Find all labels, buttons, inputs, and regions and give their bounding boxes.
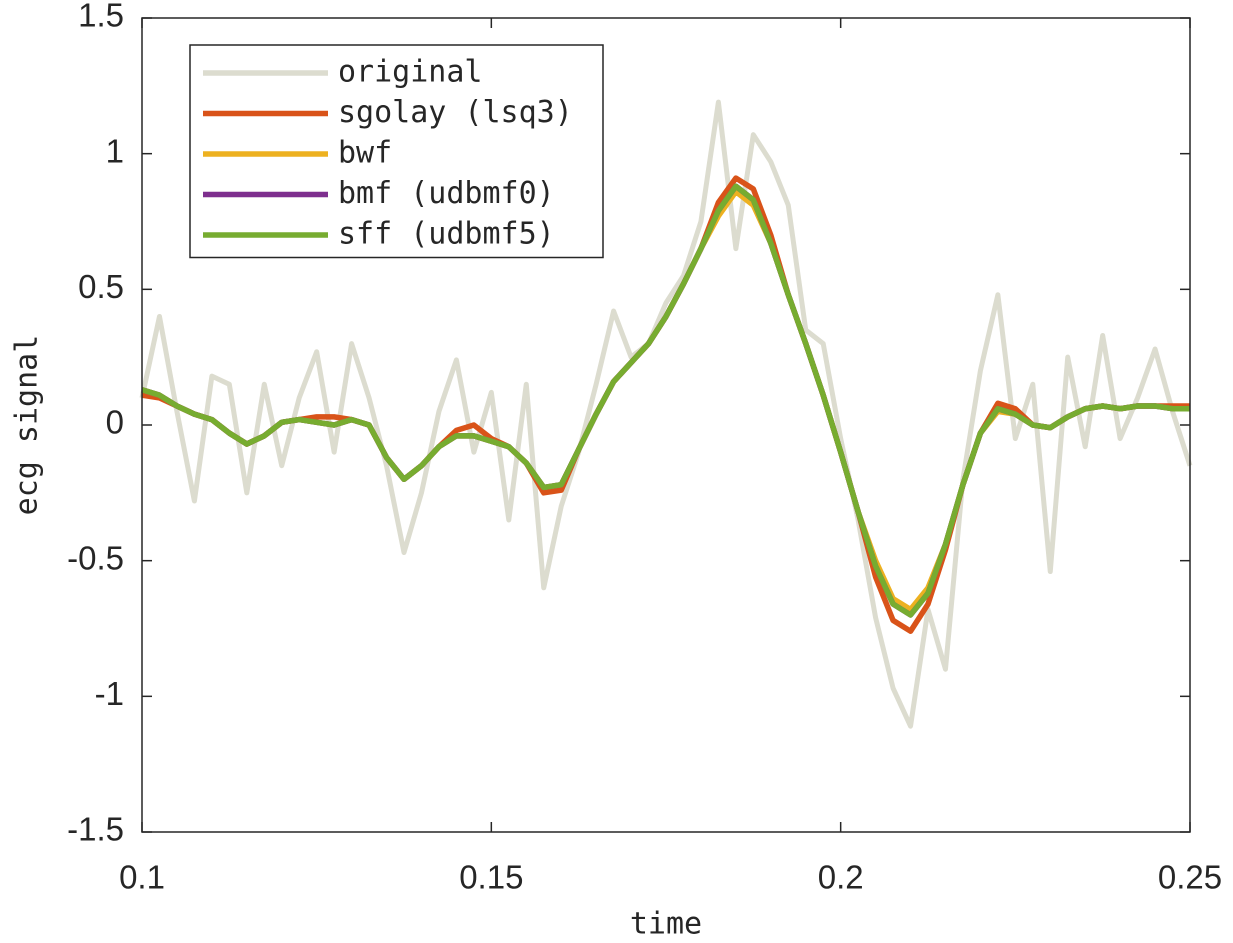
legend-label: sff (udbmf5)	[338, 217, 555, 252]
legend: original sgolay (lsq3) bwf bmf (udbmf0) sff …	[189, 44, 604, 259]
legend-label: original	[338, 55, 483, 90]
legend-label: bwf	[338, 136, 392, 171]
x-tick-label: 0.15	[459, 859, 523, 896]
x-tick-label: 0.25	[1158, 859, 1222, 896]
y-tick-label: 1.5	[78, 0, 124, 34]
y-tick-label: 0	[106, 404, 124, 441]
series-line	[141, 183, 1190, 618]
x-axis-label: time	[630, 907, 702, 942]
series-line	[139, 99, 1193, 729]
legend-label: bmf (udbmf0)	[338, 176, 555, 211]
y-tick-label: -0.5	[67, 539, 124, 576]
y-tick-label: 0.5	[78, 268, 124, 305]
y-axis-label: ecg signal	[10, 335, 45, 516]
y-tick-label: -1	[95, 675, 124, 712]
legend-label: sgolay (lsq3)	[338, 95, 573, 130]
y-tick-label: -1.5	[67, 811, 124, 848]
x-tick-label: 0.2	[818, 859, 864, 896]
x-tick-label: 0.1	[119, 859, 165, 896]
y-tick-label: 1	[106, 132, 124, 169]
